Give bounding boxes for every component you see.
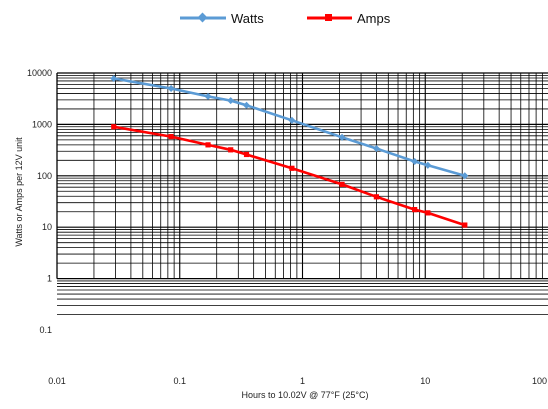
x-tick-label: 1	[300, 376, 305, 386]
y-tick-label: 100	[37, 171, 52, 181]
amps-point	[373, 194, 380, 200]
x-tick-label: 0.01	[48, 376, 66, 386]
watts-point	[227, 97, 235, 105]
y-tick-label: 1000	[32, 119, 52, 129]
watts-point	[411, 157, 419, 166]
legend-item-amps: Amps	[307, 11, 391, 26]
amps-point	[462, 222, 468, 228]
legend-watts-marker	[197, 12, 208, 23]
watts-point	[242, 101, 251, 109]
y-tick-label: 10	[42, 222, 52, 232]
watts-point	[461, 172, 469, 180]
amps-point	[289, 165, 295, 171]
series-amps	[111, 124, 468, 228]
series-watts	[110, 75, 469, 180]
watts-point	[338, 133, 346, 141]
legend-watts-label: Watts	[231, 11, 264, 26]
y-axis-title: Watts or Amps per 12V unit	[14, 137, 24, 247]
amps-point	[168, 133, 174, 140]
watts-point	[204, 92, 212, 100]
watts-point	[110, 75, 118, 83]
legend-item-watts: Watts	[180, 11, 264, 26]
legend: Watts Amps	[180, 11, 391, 26]
axis-ticks: 0.1 1 10 100 1000 10000 0.01 0.1 1 10 100	[27, 68, 547, 386]
amps-point	[205, 142, 211, 148]
watts-point	[372, 144, 380, 153]
watts-point	[424, 161, 432, 169]
plot-grid	[56, 72, 548, 315]
x-tick-label: 0.1	[173, 376, 186, 386]
plot-series	[110, 75, 469, 228]
y-tick-label: 1	[47, 274, 52, 284]
amps-point	[412, 206, 418, 213]
x-tick-label: 10	[420, 376, 430, 386]
amps-point	[425, 210, 431, 216]
amps-point	[111, 124, 117, 130]
y-tick-label: 10000	[27, 68, 52, 78]
x-tick-label: 100	[532, 376, 547, 386]
amps-point	[228, 147, 234, 153]
watts-point	[288, 116, 296, 124]
watts-point	[167, 84, 175, 93]
amps-point	[339, 181, 345, 188]
amps-point	[243, 151, 250, 158]
legend-amps-label: Amps	[357, 11, 391, 26]
legend-amps-marker	[325, 14, 332, 21]
y-tick-label: 0.1	[39, 325, 52, 335]
x-axis-title: Hours to 10.02V @ 77°F (25°C)	[242, 390, 369, 400]
